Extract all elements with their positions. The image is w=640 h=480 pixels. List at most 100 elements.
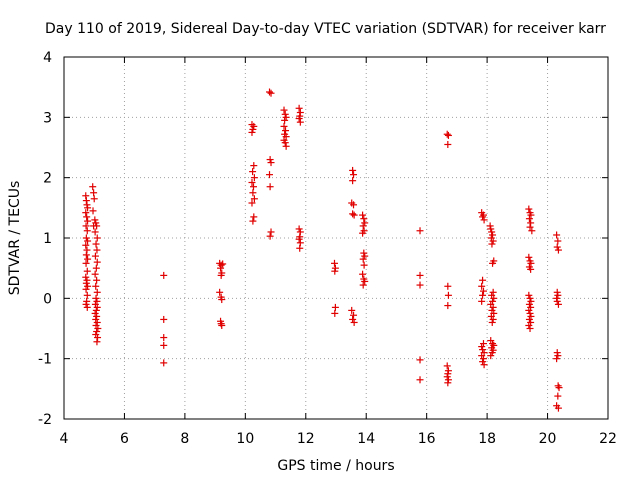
data-point: [350, 201, 358, 209]
data-point: [296, 228, 304, 236]
data-point: [553, 294, 561, 302]
data-point: [83, 213, 91, 221]
data-point: [554, 246, 562, 254]
x-tick-label: 8: [180, 431, 189, 447]
data-point: [218, 296, 226, 304]
data-point: [361, 252, 369, 260]
x-tick-label: 20: [539, 431, 557, 447]
data-point: [416, 227, 424, 235]
data-point: [444, 367, 452, 375]
data-point: [331, 303, 339, 311]
data-point: [93, 246, 101, 254]
data-point: [219, 260, 227, 268]
data-point: [91, 252, 99, 260]
data-point: [526, 309, 534, 317]
data-point: [89, 207, 97, 215]
data-point: [295, 104, 303, 112]
data-point: [82, 209, 90, 217]
data-point: [444, 282, 452, 290]
data-point: [91, 309, 99, 317]
data-point: [350, 171, 358, 179]
data-point: [82, 251, 90, 259]
data-point: [82, 192, 90, 200]
grid-lines: [64, 57, 608, 419]
data-point: [82, 241, 90, 249]
data-point: [359, 222, 367, 230]
data-point: [83, 276, 91, 284]
y-tick-label: 3: [43, 110, 52, 126]
data-point: [361, 277, 369, 285]
data-point: [92, 264, 100, 272]
data-point: [527, 265, 535, 273]
data-point: [248, 128, 256, 136]
data-point: [266, 88, 274, 96]
data-point: [296, 244, 304, 252]
data-point: [487, 225, 495, 233]
data-point: [296, 239, 304, 247]
data-point: [92, 282, 100, 290]
data-point: [282, 133, 290, 141]
data-point: [93, 312, 101, 320]
data-point: [83, 303, 91, 311]
data-point: [554, 392, 562, 400]
data-point: [444, 131, 452, 139]
data-point: [553, 297, 561, 305]
x-tick-label: 12: [297, 431, 315, 447]
data-point: [554, 404, 562, 412]
data-point: [267, 89, 275, 97]
data-point: [444, 376, 452, 384]
data-point: [527, 259, 535, 267]
data-point: [266, 232, 274, 240]
data-point: [349, 166, 357, 174]
data-point: [91, 228, 99, 236]
data-point: [350, 318, 358, 326]
data-point: [479, 287, 487, 295]
data-point: [160, 359, 168, 367]
data-point: [416, 356, 424, 364]
data-point: [160, 334, 168, 342]
data-point: [93, 328, 101, 336]
data-point: [267, 228, 275, 236]
data-point: [93, 288, 101, 296]
data-point: [83, 297, 91, 305]
data-point: [282, 113, 290, 121]
data-point: [83, 201, 91, 209]
data-point: [249, 183, 257, 191]
data-point: [527, 297, 535, 305]
data-point: [90, 195, 98, 203]
data-point: [92, 240, 100, 248]
data-point: [479, 213, 487, 221]
data-point: [331, 267, 339, 275]
data-point: [82, 279, 90, 287]
y-tick-label: 2: [43, 171, 52, 187]
data-point: [416, 376, 424, 384]
data-point: [488, 318, 496, 326]
data-point: [349, 315, 357, 323]
data-point: [553, 349, 561, 357]
data-point: [84, 204, 92, 212]
data-point: [554, 352, 562, 360]
data-point: [331, 264, 339, 272]
data-point: [444, 302, 452, 310]
data-point: [280, 122, 288, 130]
data-point: [526, 223, 534, 231]
data-point: [281, 116, 289, 124]
data-point: [94, 325, 102, 332]
data-point: [82, 285, 90, 293]
data-point: [250, 213, 258, 221]
data-point: [555, 384, 563, 392]
data-point: [554, 291, 562, 299]
data-point: [553, 231, 561, 239]
data-point: [361, 219, 369, 227]
data-point: [249, 217, 257, 225]
data-point: [84, 282, 92, 290]
data-point: [527, 312, 535, 320]
data-point: [553, 243, 561, 251]
data-point: [216, 288, 224, 296]
data-point: [348, 199, 356, 207]
data-point: [90, 189, 98, 197]
x-tick-label: 14: [357, 431, 375, 447]
data-point: [359, 270, 367, 278]
data-point: [92, 294, 100, 302]
